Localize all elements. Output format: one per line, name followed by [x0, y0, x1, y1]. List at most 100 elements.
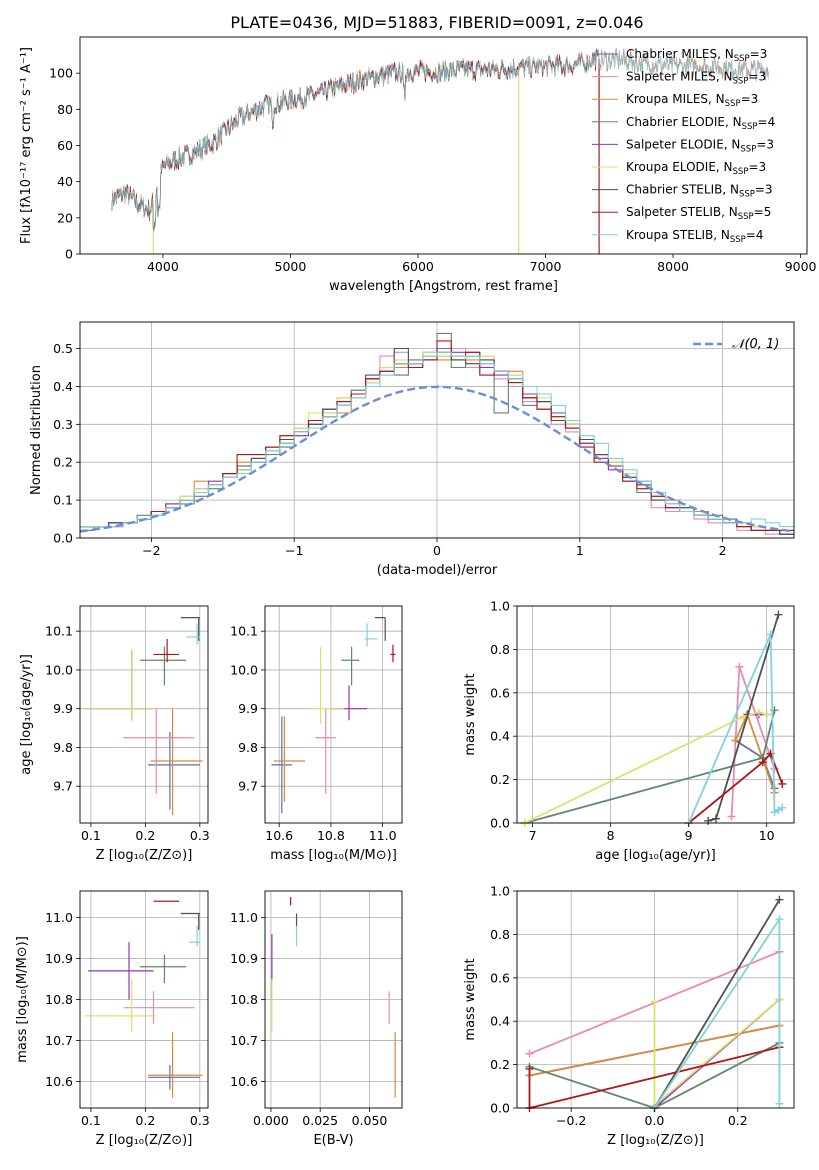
errorbar-salpeter-miles: [123, 708, 195, 794]
weight-marker: [774, 610, 783, 619]
y-tick-label: 0.2: [53, 455, 73, 470]
y-tick-label: 0.4: [490, 729, 510, 744]
errorbar-salpeter-stelib: [153, 638, 180, 663]
y-axis-label: age [log₁₀(age/yr)]: [19, 654, 34, 775]
spectrum-line-salpeter-elodie: [111, 59, 521, 230]
x-tick-label: 0.2: [728, 1113, 748, 1128]
y-tick-label: 60: [57, 138, 73, 153]
y-tick-label: 9.7: [53, 779, 73, 794]
y-axis-label: Normed distribution: [29, 365, 44, 495]
x-axis-label: age [log₁₀(age/yr)]: [595, 848, 716, 863]
y-tick-label: 10.0: [45, 662, 73, 677]
weight-marker: [775, 1099, 784, 1108]
weight-marker: [754, 708, 763, 717]
errorbar-chabrier-stelib: [374, 617, 386, 641]
spectrum-line-kroupa-stelib: [111, 49, 769, 234]
legend-label: Salpeter STELIB, NSSP=5: [626, 205, 771, 222]
y-tick-label: 10.6: [45, 1074, 73, 1089]
errorbar-kroupa-elodie: [310, 646, 344, 725]
normal-curve: [79, 385, 795, 533]
errorbar-kroupa-stelib: [188, 925, 200, 947]
axes-age_vs_mass: 10.6 10.8 11.0 9.7 9.8 9.9 10.0 10.1 mass [log₁₀…: [230, 605, 403, 863]
y-tick-label: 0.0: [53, 531, 73, 546]
plot-area-mass_vs_z: [85, 900, 203, 1098]
hist-step-kroupa-stelib: [80, 351, 794, 528]
y-tick-label: 9.9: [53, 701, 73, 716]
legend-label: Chabrier ELODIE, NSSP=4: [626, 115, 775, 132]
x-tick-label: 6000: [402, 259, 434, 274]
weight-marker: [704, 816, 713, 825]
x-axis-label: Z [log₁₀(Z/Z⊙)]: [96, 848, 193, 863]
errorbar-salpeter-elodie: [85, 650, 154, 721]
y-tick-label: 11.0: [45, 910, 73, 925]
x-tick-label: 0.050: [352, 1113, 388, 1128]
legend-label: Chabrier STELIB, NSSP=3: [626, 183, 773, 200]
errorbar-kroupa-stelib: [364, 623, 378, 647]
y-tick-label: 10.9: [230, 951, 258, 966]
errorbar-salpeter-elodie: [88, 942, 154, 1000]
x-tick-label: 0.2: [135, 828, 155, 843]
weight-series-chabrier-stelib: [704, 610, 783, 825]
errorbar-chabrier-miles: [271, 716, 293, 814]
axes-weight_vs_z: −0.2 0.0 0.2 0.0 0.2 0.4 0.6 0.8 1.0 Z [log₁₀(Z/Z…: [463, 884, 795, 1148]
legend-label: Salpeter ELODIE, NSSP=3: [626, 137, 774, 154]
weight-series-kroupa-elodie: [520, 708, 771, 827]
x-tick-label: 8: [607, 828, 615, 843]
y-tick-label: 0.8: [490, 927, 510, 942]
x-tick-label: 0.025: [302, 1113, 338, 1128]
x-tick-label: 0.000: [253, 1113, 289, 1128]
errorbar-chabrier-elodie: [341, 646, 360, 686]
weight-marker: [778, 803, 787, 812]
plot-area-mass_vs_ebv: [271, 897, 396, 1098]
plot-area-age_vs_mass: [271, 617, 396, 814]
axes-weight_vs_age: 7 8 9 10 0.0 0.2 0.4 0.6 0.8 1.0 age [log₁₀(age/yr…: [463, 599, 795, 863]
errorbar-salpeter-miles: [123, 991, 195, 1025]
y-tick-label: 0.5: [53, 341, 73, 356]
y-tick-label: 0.4: [490, 1014, 510, 1029]
spectrum-line-chabrier-elodie: [111, 57, 521, 229]
weight-marker: [525, 1049, 534, 1058]
weight-marker: [735, 662, 744, 671]
y-tick-label: 9.8: [238, 740, 258, 755]
spectrum-line-chabrier-stelib: [111, 48, 599, 229]
weight-marker: [727, 812, 736, 821]
weight-marker: [762, 710, 771, 719]
y-tick-label: 10.8: [45, 992, 73, 1007]
y-tick-label: 40: [57, 174, 73, 189]
plot-area-weight_vs_age: [520, 610, 787, 827]
errorbar-chabrier-elodie: [139, 646, 187, 686]
axes-mass_vs_ebv: 0.000 0.025 0.050 10.6 10.7 10.8 10.9 11.0 E(B-V…: [230, 890, 403, 1148]
axes-frame: [79, 605, 209, 824]
legend-label: Salpeter MILES, NSSP=3: [626, 70, 766, 87]
axes-frame: [516, 890, 795, 1109]
y-tick-label: 10.8: [230, 992, 258, 1007]
y-axis-label: mass [log₁₀(M/M⊙)]: [15, 936, 30, 1063]
errorbar-kroupa-miles: [274, 716, 306, 802]
weight-line: [524, 711, 767, 824]
x-axis-label: wavelength [Angstrom, rest frame]: [329, 279, 558, 294]
weight-marker: [525, 1064, 534, 1073]
x-tick-label: 10: [759, 828, 775, 843]
x-tick-label: 10.8: [317, 828, 345, 843]
axes-layer: 4000 5000 6000 7000 8000 9000020406080100wave…: [15, 36, 817, 1148]
y-tick-label: 1.0: [490, 599, 510, 614]
y-tick-label: 0.6: [490, 970, 510, 985]
y-tick-label: 0.1: [53, 493, 73, 508]
spectrum-legend: Chabrier MILES, NSSP=3 Salpeter MILES, NS…: [592, 47, 775, 245]
axes-residual_hist: −2 −1 0 1 2 0.0 0.1 0.2 0.3 0.4 0.5 (data-model)/er…: [29, 321, 795, 578]
weight-marker: [739, 712, 748, 721]
x-tick-label: 4000: [147, 259, 179, 274]
x-axis-label: (data-model)/error: [377, 563, 498, 578]
errorbar-salpeter-stelib: [390, 644, 396, 663]
x-tick-label: 0.3: [190, 828, 210, 843]
y-tick-label: 0.0: [490, 1101, 510, 1116]
y-tick-label: 1.0: [490, 884, 510, 899]
errorbar-kroupa-miles: [150, 708, 203, 816]
y-tick-label: 9.9: [238, 701, 258, 716]
errorbar-kroupa-miles: [148, 1032, 203, 1098]
x-axis-label: mass [log₁₀(M/M⊙)]: [270, 848, 397, 863]
normal-legend: 𝒩(0, 1): [693, 337, 779, 352]
weight-series-chabrier-elodie: [520, 706, 779, 827]
axes-age_vs_z: 0.1 0.2 0.3 9.7 9.8 9.9 10.0 10.1 Z [log₁₀(Z/Z⊙)…: [19, 605, 210, 863]
y-tick-label: 0.0: [490, 816, 510, 831]
